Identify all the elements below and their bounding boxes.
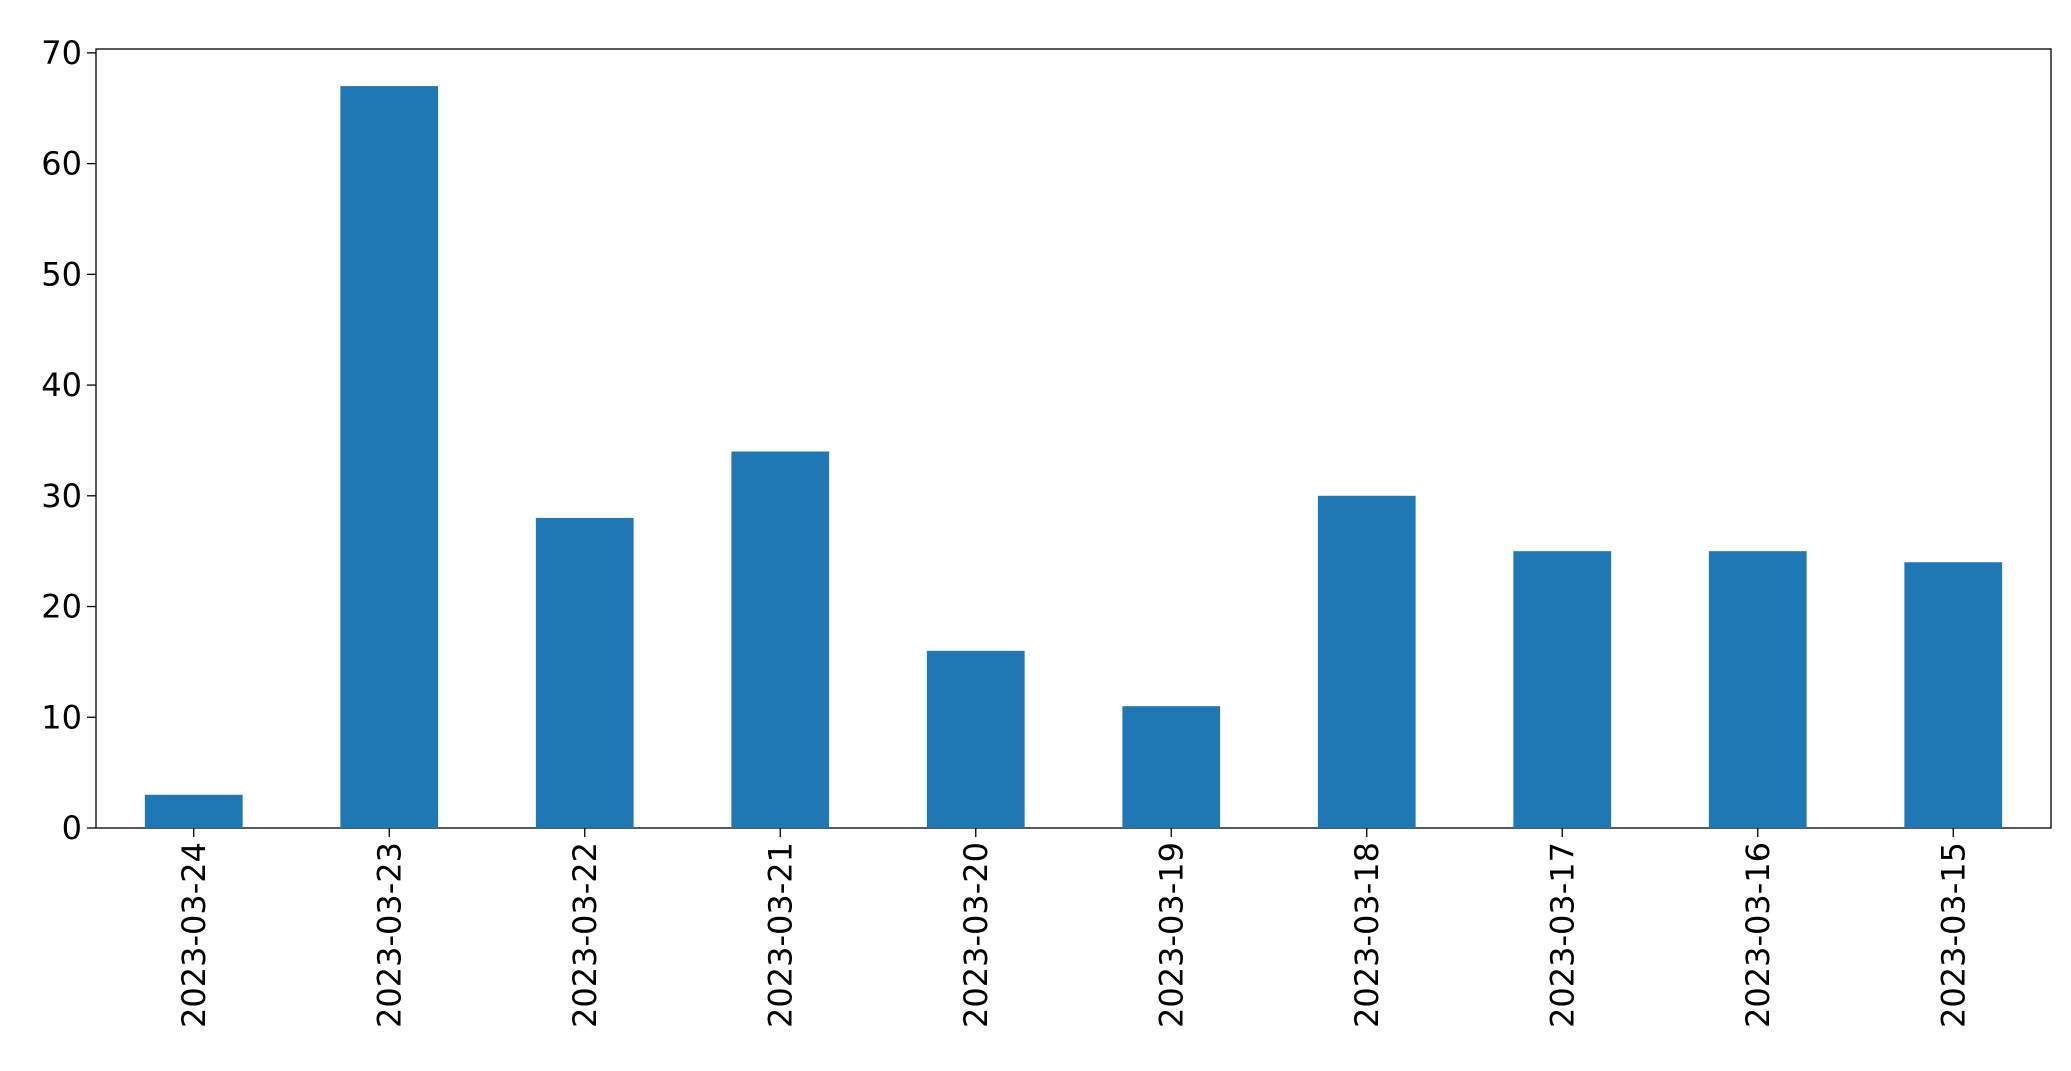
- y-tick-label: 70: [41, 34, 82, 72]
- bar: [340, 86, 439, 829]
- y-tick-label: 20: [41, 588, 82, 626]
- x-tick-label: 2023-03-19: [1152, 842, 1190, 1028]
- bar: [535, 517, 634, 828]
- bar: [1513, 551, 1612, 828]
- bar: [1708, 551, 1807, 828]
- y-tick-label: 50: [41, 255, 82, 293]
- y-tick-label: 10: [41, 698, 82, 736]
- x-tick-label: 2023-03-16: [1739, 842, 1777, 1028]
- bar: [926, 650, 1025, 828]
- y-tick-label: 0: [62, 809, 82, 847]
- x-tick-label: 2023-03-17: [1543, 842, 1581, 1028]
- y-tick-label: 60: [41, 145, 82, 183]
- plot-frame: [95, 48, 2052, 829]
- x-tick-label: 2023-03-24: [175, 842, 213, 1028]
- x-tick-label: 2023-03-15: [1934, 842, 1972, 1028]
- y-tick-label: 40: [41, 366, 82, 404]
- x-tick-label: 2023-03-22: [566, 842, 604, 1028]
- bar: [1122, 706, 1221, 828]
- x-tick-label: 2023-03-20: [957, 842, 995, 1028]
- bar: [1317, 495, 1416, 828]
- bar: [144, 794, 243, 828]
- x-tick-label: 2023-03-23: [370, 842, 408, 1028]
- bar: [1904, 562, 2003, 828]
- bar: [731, 451, 830, 828]
- x-tick-label: 2023-03-18: [1348, 842, 1386, 1028]
- y-tick-label: 30: [41, 477, 82, 515]
- x-tick-label: 2023-03-21: [761, 842, 799, 1028]
